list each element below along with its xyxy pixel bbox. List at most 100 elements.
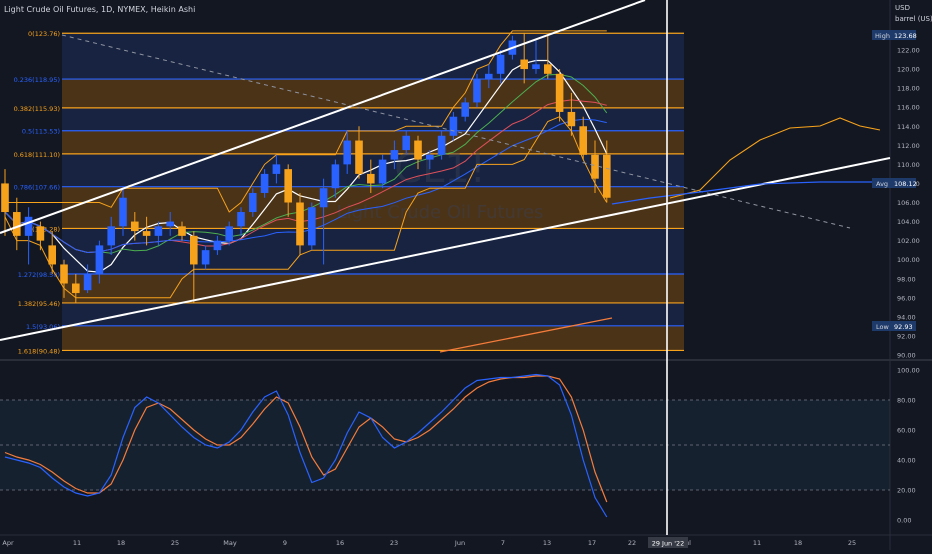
fib-label: 1.272(98.50): [18, 271, 60, 279]
price-tick-label: 102.00: [897, 237, 920, 245]
candle-body: [178, 226, 186, 236]
cloud-upper-line: [5, 30, 607, 213]
fib-band: [62, 33, 684, 80]
candle-body: [225, 226, 233, 241]
fib-label: 1.618(90.48): [18, 347, 60, 355]
stoch-k-line: [4, 373, 608, 518]
time-tick-label: 13: [543, 539, 551, 547]
time-tick-label: 16: [336, 539, 344, 547]
fib-band: [62, 228, 684, 274]
candle-body: [331, 164, 340, 189]
high-tag: High 123.68: [872, 30, 917, 40]
avg-tag-label: Avg: [876, 180, 888, 188]
candle-body: [13, 212, 21, 236]
low-tag-label: Low: [876, 323, 889, 331]
candle-body: [461, 102, 469, 117]
avg-tag-value: 108.12: [894, 180, 917, 188]
candle-body: [237, 212, 245, 227]
price-tick-label: 110.00: [897, 161, 920, 169]
cloud-lower-line: [4, 116, 608, 299]
price-tick-label: 112.00: [897, 142, 920, 150]
ma-mid-line: [4, 73, 608, 254]
candle-body: [555, 73, 564, 112]
time-tick-label: Apr: [2, 539, 14, 547]
candle-body: [437, 135, 446, 155]
fib-label: 1.5(93.06): [26, 323, 60, 331]
price-tick-label: 94.00: [897, 313, 916, 321]
unit-label: barrel (US): [895, 15, 932, 23]
candle-body: [367, 173, 375, 184]
candle-body: [260, 173, 269, 193]
candle-body: [272, 164, 281, 174]
candle-body: [343, 140, 351, 165]
candle-body: [603, 154, 611, 198]
candle-body: [544, 64, 552, 74]
candle-body: [60, 264, 68, 284]
candle-body: [485, 73, 493, 79]
candle-body: [249, 192, 257, 213]
time-tick-label: 18: [794, 539, 802, 547]
stoch-tick-label: 80.00: [897, 397, 916, 405]
candle-body: [496, 54, 505, 74]
price-tick-label: 90.00: [897, 352, 916, 360]
time-tick-label: 22: [628, 539, 636, 547]
candle-body: [36, 226, 45, 241]
low-tag: Low 92.93: [872, 321, 916, 331]
candle-body: [532, 64, 540, 70]
stoch-tick-label: 60.00: [897, 427, 916, 435]
trendlines[interactable]: [0, 0, 891, 353]
candle-body: [142, 231, 151, 236]
fib-band: [62, 302, 684, 326]
candle-body: [567, 111, 576, 127]
candle-body: [308, 207, 316, 246]
price-tick-label: 120.00: [897, 66, 920, 74]
time-tick-label: 17: [588, 539, 596, 547]
upper-channel-trendline: [0, 0, 646, 234]
orange-projection-line: [439, 317, 613, 353]
candle-body: [402, 135, 410, 151]
candle-body: [95, 245, 104, 274]
price-tick-label: 116.00: [897, 104, 920, 112]
fib-band: [62, 273, 684, 303]
leading-span-blue-line: [611, 181, 880, 205]
candle-body: [119, 197, 127, 227]
watermark-name: Light Crude Oil Futures: [337, 202, 544, 223]
time-tick-label: 11: [73, 539, 81, 547]
stoch-tick-label: 20.00: [897, 487, 916, 495]
candle-body: [24, 216, 33, 236]
price-tick-label: 100.00: [897, 256, 920, 264]
price-tick-label: 122.00: [897, 47, 920, 55]
leading-span-line: [669, 117, 881, 199]
candle-body: [166, 221, 174, 227]
candle-body: [378, 159, 387, 184]
time-tick-label: Jun: [454, 539, 465, 547]
low-tag-value: 92.93: [894, 323, 913, 331]
candle-body: [319, 188, 328, 208]
stoch-tick-label: 40.00: [897, 457, 916, 465]
cursor-time-tag: 29 Jun '22: [648, 537, 688, 548]
price-axis[interactable]: 122.00 120.00 118.00 116.00 114.00 112.00 110.…: [897, 47, 920, 360]
time-tick-label: 11: [753, 539, 761, 547]
time-tick-label: 18: [117, 539, 125, 547]
fib-label: 0.236(118.95): [14, 76, 60, 84]
fib-band: [62, 107, 684, 131]
candle-body: [591, 154, 599, 179]
candle-body: [72, 283, 80, 294]
fib-label: 0.382(115.93): [14, 105, 60, 113]
ma-long-line: [4, 118, 607, 254]
stoch-axis[interactable]: 100.00 80.00 60.00 40.00 20.00 0.00: [897, 367, 920, 525]
candle-body: [83, 273, 92, 291]
fib-label: 0.618(111.10): [14, 151, 60, 159]
time-axis[interactable]: Apr111825May91623Jun7131722Jul111825: [2, 539, 856, 547]
candle-body: [414, 140, 422, 160]
candle-body: [1, 183, 9, 213]
currency-label: USD: [895, 4, 910, 12]
fib-band: [62, 130, 684, 154]
candle-body: [426, 154, 434, 160]
candle-body: [154, 226, 163, 236]
stoch-tick-label: 0.00: [897, 517, 911, 525]
price-tick-label: 98.00: [897, 275, 916, 283]
candle-body: [190, 235, 198, 265]
stochastic-oscillator: [0, 373, 890, 518]
